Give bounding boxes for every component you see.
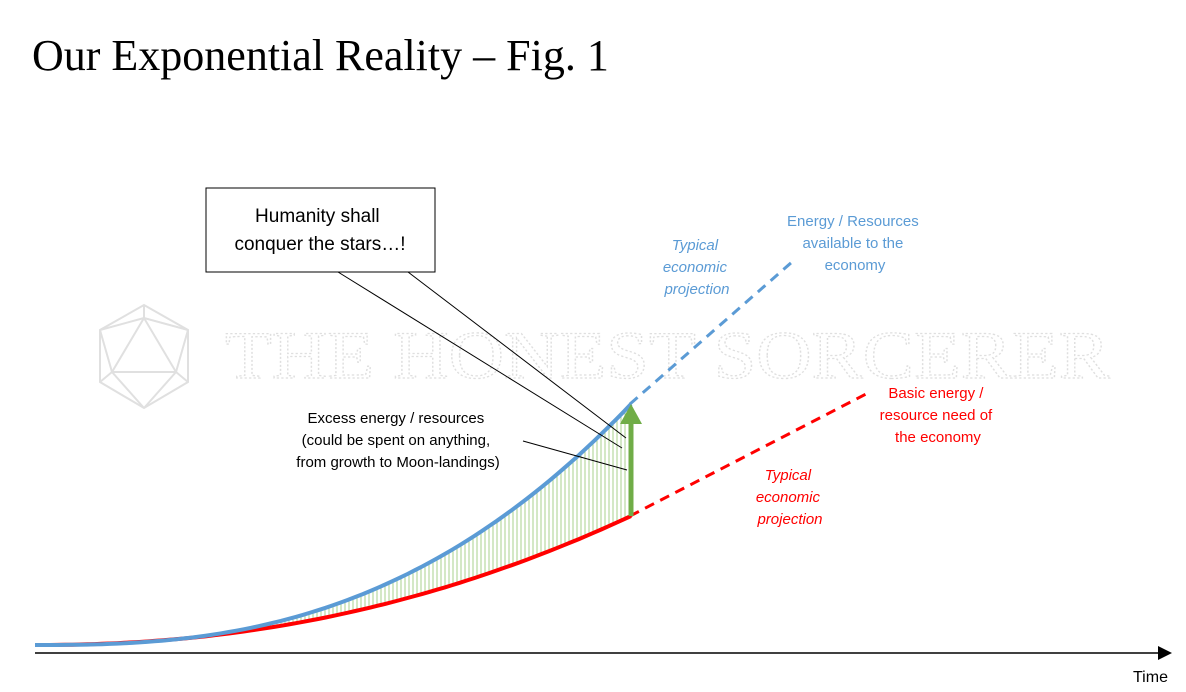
excess-arrow-head xyxy=(620,404,642,424)
energy-curve xyxy=(35,402,633,647)
need-label-line-3: the economy xyxy=(895,429,981,446)
excess-label: Excess energy / resources (could be spen… xyxy=(296,410,499,471)
need-projection-label-line-2: economic xyxy=(756,489,821,506)
energy-projection-label-line-1: Typical xyxy=(672,237,719,254)
callout-box xyxy=(205,187,436,273)
energy-projection-label: Typical economic projection xyxy=(663,237,731,298)
need-projection-label: Typical economic projection xyxy=(756,467,824,528)
energy-label-line-3: economy xyxy=(825,257,886,274)
energy-label-line-2: available to the xyxy=(802,235,903,252)
energy-projection-line xyxy=(629,260,793,406)
excess-label-line-3: from growth to Moon-landings) xyxy=(296,454,499,471)
need-label-line-1: Basic energy / xyxy=(888,385,984,402)
time-axis-label: Time xyxy=(1133,669,1168,686)
need-projection-label-line-3: projection xyxy=(756,511,822,528)
excess-label-line-1: Excess energy / resources xyxy=(308,410,485,427)
callout-pointer-2 xyxy=(407,271,627,439)
page-title: Our Exponential Reality – Fig. 1 xyxy=(32,31,609,80)
energy-projection-label-line-2: economic xyxy=(663,259,728,276)
callout-line-1: Humanity shall xyxy=(255,206,380,227)
excess-area xyxy=(35,404,631,645)
energy-label-line-1: Energy / Resources xyxy=(787,213,919,230)
callout-line-2: conquer the stars…! xyxy=(234,234,405,255)
excess-label-line-2: (could be spent on anything, xyxy=(302,432,490,449)
watermark: THE HONEST SORCERER xyxy=(99,303,1111,410)
energy-label: Energy / Resources available to the econ… xyxy=(787,213,923,274)
watermark-d20-icon xyxy=(99,303,189,410)
need-label-line-2: resource need of xyxy=(880,407,993,424)
need-projection-line xyxy=(629,391,869,518)
need-label: Basic energy / resource need of the econ… xyxy=(880,385,997,446)
callout-text: Humanity shall conquer the stars…! xyxy=(234,206,405,255)
watermark-text: THE HONEST SORCERER xyxy=(225,317,1111,393)
callout-pointer-1 xyxy=(337,271,623,449)
time-axis-arrow-icon xyxy=(1158,646,1172,660)
need-projection-label-line-1: Typical xyxy=(765,467,812,484)
energy-projection-label-line-3: projection xyxy=(663,281,729,298)
excess-label-pointer xyxy=(522,440,628,471)
